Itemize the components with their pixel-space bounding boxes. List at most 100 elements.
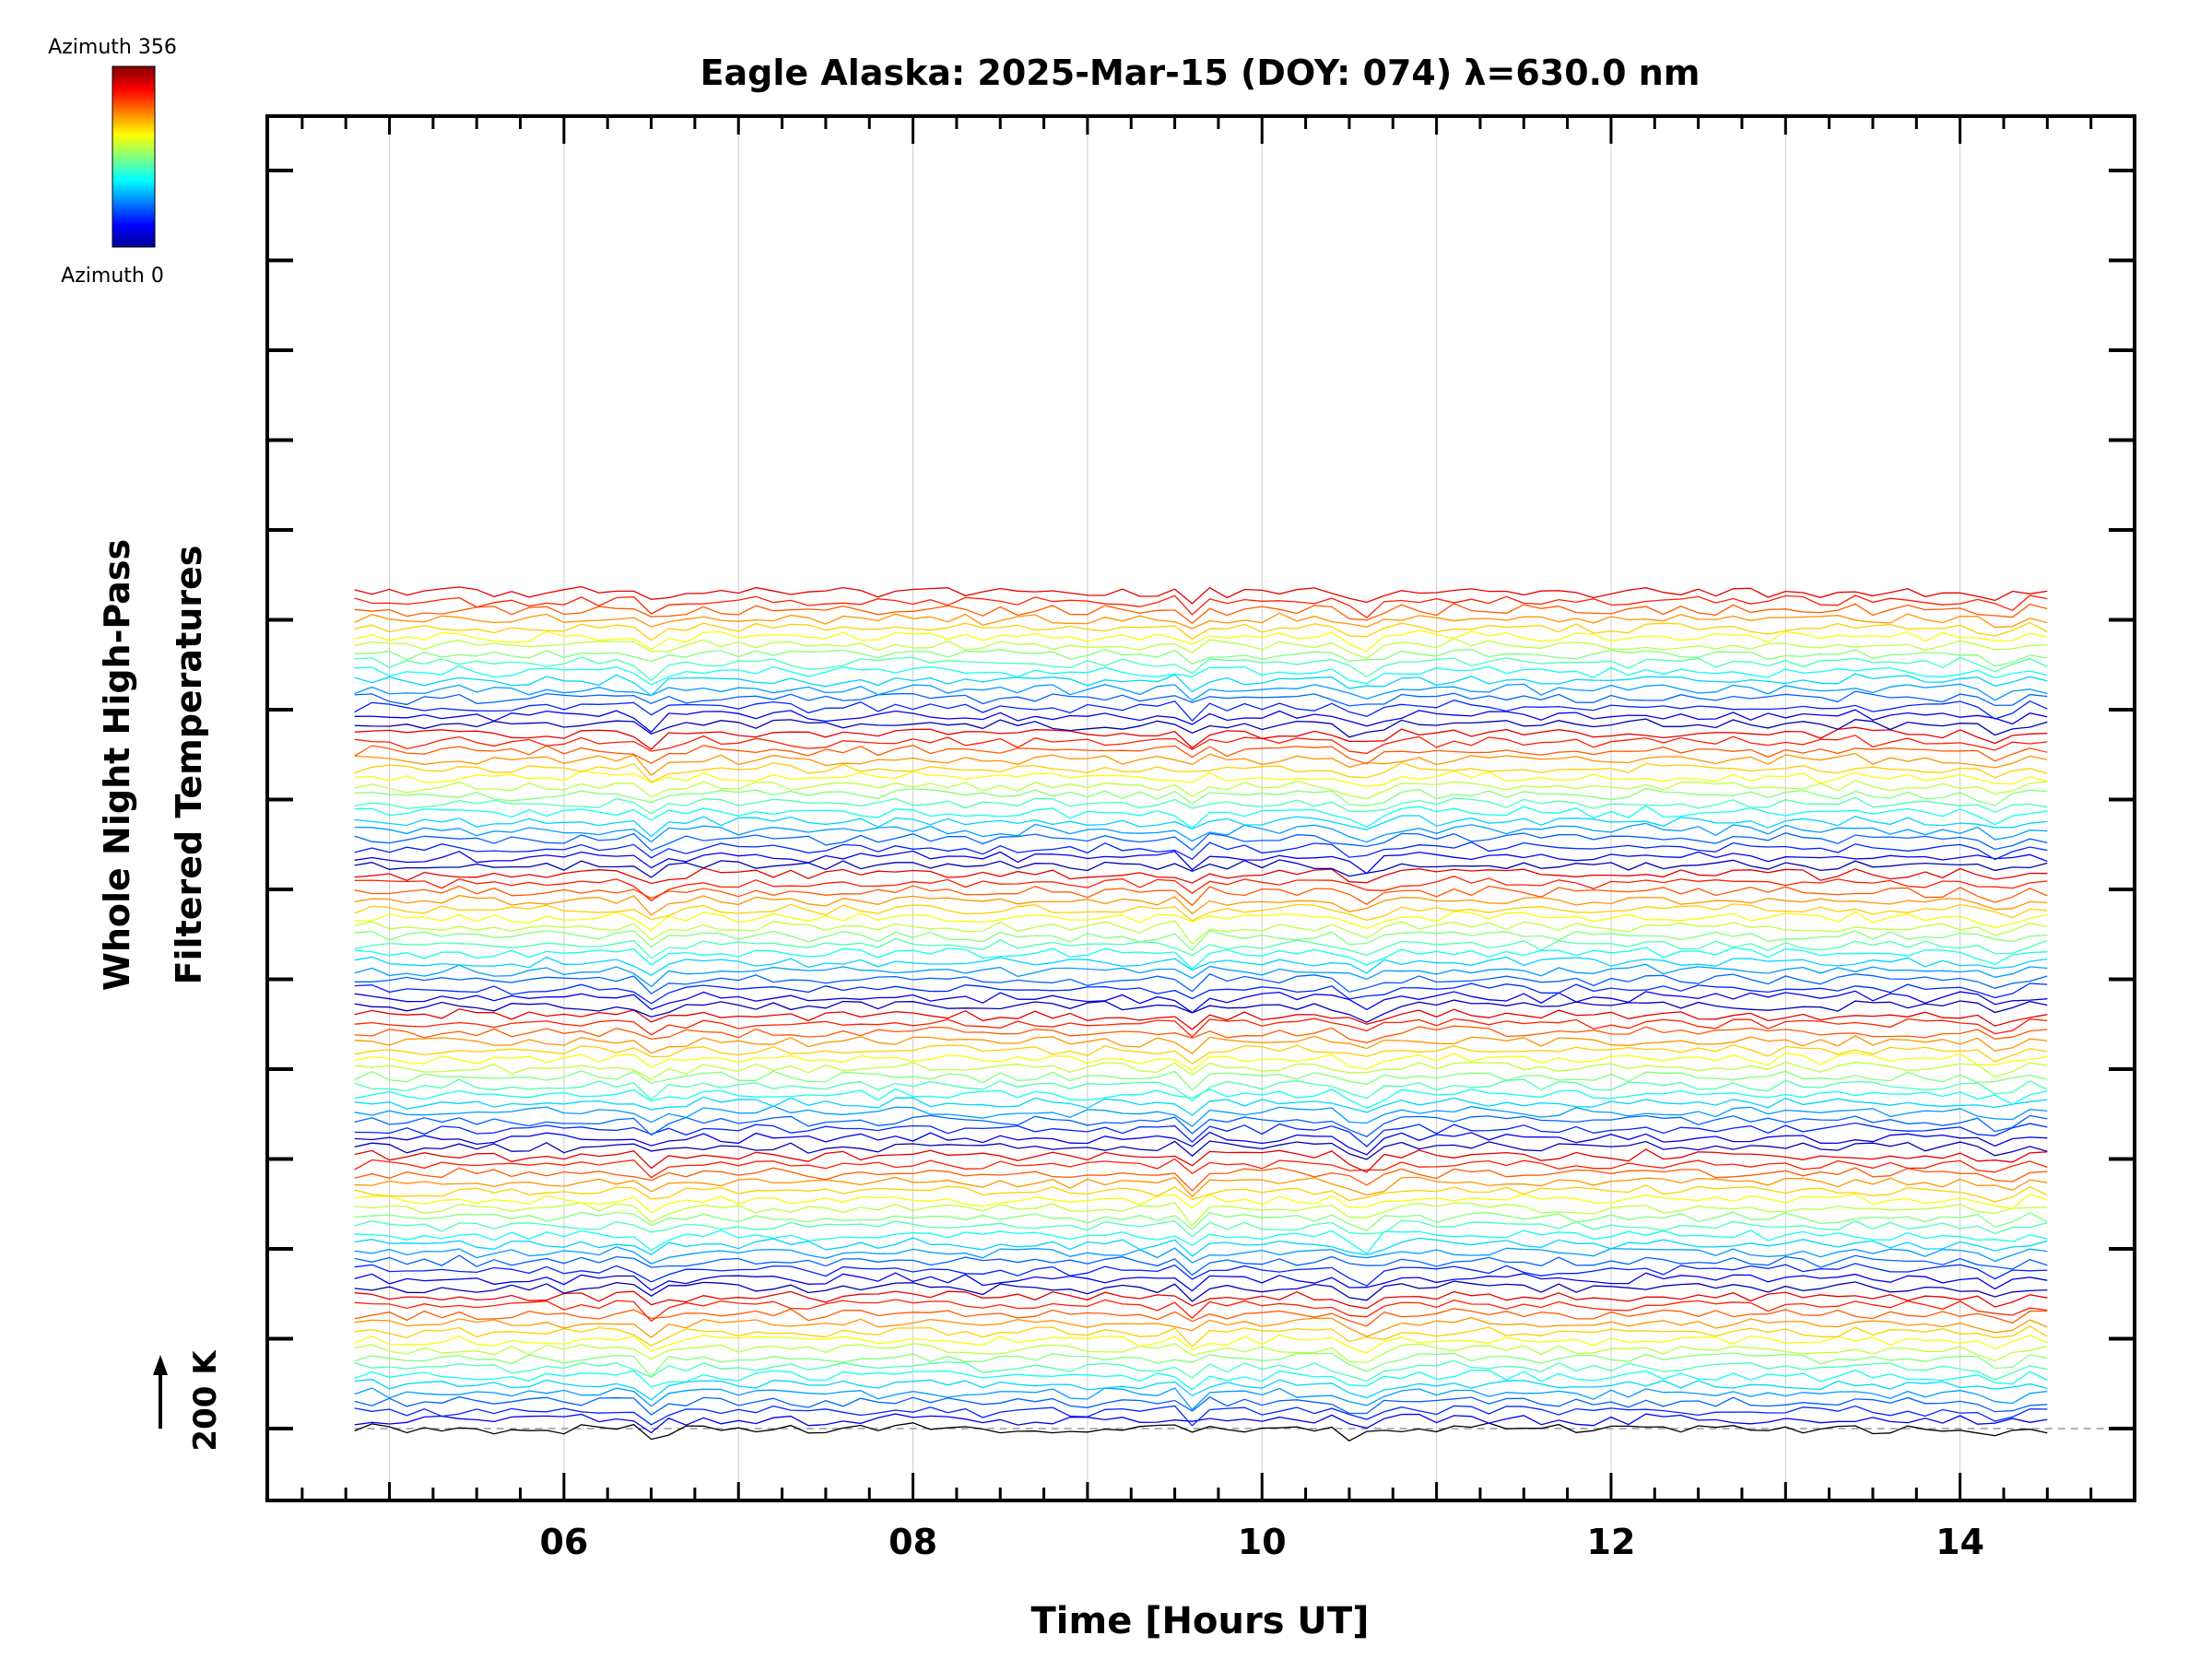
trace-line — [354, 1018, 2048, 1038]
colorbar-bottom-label: Azimuth 0 — [61, 265, 164, 288]
plot-frame — [265, 114, 2136, 1502]
trace-line — [354, 1131, 2048, 1156]
trace-line — [354, 1280, 2048, 1302]
trace-line — [354, 585, 2048, 605]
trace-line — [354, 876, 2048, 902]
trace-line — [354, 649, 2048, 667]
trace-line — [354, 780, 2048, 800]
trace-line — [354, 859, 2048, 878]
trace-line — [354, 832, 2048, 852]
trace-line — [354, 841, 2048, 861]
trace-line — [354, 1359, 2048, 1382]
trace-line — [354, 937, 2048, 959]
trace-line — [354, 771, 2048, 788]
trace-line — [354, 594, 2048, 619]
trace-line — [354, 1096, 2048, 1116]
x-tick-label: 08 — [888, 1522, 937, 1562]
trace-line — [354, 683, 2048, 702]
trace-line — [354, 1369, 2048, 1391]
scale-label: 200 K — [187, 1349, 224, 1452]
trace-line — [354, 867, 2048, 885]
trace-line — [354, 1061, 2048, 1080]
trace-line — [354, 752, 2048, 776]
trace-line — [354, 1230, 2048, 1254]
trace-line — [354, 850, 2048, 875]
trace-line — [354, 718, 2048, 738]
trace-line — [354, 735, 2048, 755]
trace-line — [354, 973, 2048, 995]
trace-line — [354, 1140, 2048, 1160]
trace-line — [354, 1193, 2048, 1214]
trace-line — [354, 1352, 2048, 1378]
trace-line — [354, 1008, 2048, 1030]
chart-title: Eagle Alaska: 2025-Mar-15 (DOY: 074) λ=6… — [700, 53, 1700, 93]
trace-line — [354, 982, 2048, 1005]
trace-line — [354, 1122, 2048, 1147]
trace-line — [354, 903, 2048, 922]
trace-line — [354, 1035, 2048, 1054]
y-axis-label-line2: Filtered Temperatures — [169, 546, 209, 985]
trace-line — [354, 1211, 2048, 1232]
trace-line — [354, 787, 2048, 806]
trace-line — [354, 956, 2048, 976]
trace-line — [354, 709, 2048, 734]
x-tick-label: 14 — [1936, 1522, 1984, 1562]
trace-line — [354, 621, 2048, 641]
trace-line — [354, 1422, 2048, 1442]
trace-line — [354, 1316, 2048, 1338]
trace-line — [354, 1237, 2048, 1257]
trace-line — [354, 947, 2048, 971]
trace-line — [354, 1387, 2048, 1411]
trace-line — [354, 1413, 2048, 1434]
trace-line — [354, 1395, 2048, 1416]
trace-line — [354, 1290, 2048, 1310]
trace-line — [354, 665, 2048, 686]
trace-line — [354, 1052, 2048, 1072]
trace-line — [354, 1325, 2048, 1347]
trace-line — [354, 1405, 2048, 1427]
trace-line — [354, 761, 2048, 783]
x-tick-label: 10 — [1238, 1522, 1287, 1562]
scale-arrow-head — [153, 1355, 168, 1375]
trace-line — [354, 990, 2048, 1014]
trace-line — [354, 815, 2048, 838]
trace-line — [354, 894, 2048, 916]
trace-line — [354, 1088, 2048, 1110]
trace-line — [354, 1254, 2048, 1277]
trace-line — [354, 1219, 2048, 1238]
trace-line — [354, 690, 2048, 707]
x-tick-label: 06 — [539, 1522, 588, 1562]
trace-line — [354, 822, 2048, 843]
trace-line — [354, 999, 2048, 1023]
trace-line — [354, 963, 2048, 988]
colorbar-top-label: Azimuth 356 — [48, 36, 177, 59]
trace-line — [354, 1044, 2048, 1065]
trace-line — [354, 1158, 2048, 1179]
trace-line — [354, 1167, 2048, 1192]
x-tick-label: 12 — [1587, 1522, 1636, 1562]
trace-line — [354, 629, 2048, 653]
trace-line — [354, 1184, 2048, 1203]
trace-line — [354, 637, 2048, 660]
trace-line — [354, 673, 2048, 697]
trace-line — [354, 1343, 2048, 1364]
trace-line — [354, 1025, 2048, 1044]
trace-line — [354, 1378, 2048, 1401]
trace-line — [354, 1202, 2048, 1228]
trace-line — [354, 1078, 2048, 1102]
trace-line — [354, 1334, 2048, 1354]
trace-line — [354, 603, 2048, 625]
trace-line — [354, 930, 2048, 952]
trace-line — [354, 1176, 2048, 1198]
trace-line — [354, 726, 2048, 750]
trace-line — [354, 656, 2048, 682]
trace-line — [354, 1105, 2048, 1127]
trace-line — [354, 796, 2048, 815]
temperature-traces — [354, 585, 2048, 1442]
trace-line — [354, 885, 2048, 907]
trace-line — [354, 612, 2048, 629]
trace-line — [354, 1272, 2048, 1292]
colorbar — [112, 65, 156, 248]
y-axis-label-line1: Whole Night High-Pass — [97, 539, 137, 991]
